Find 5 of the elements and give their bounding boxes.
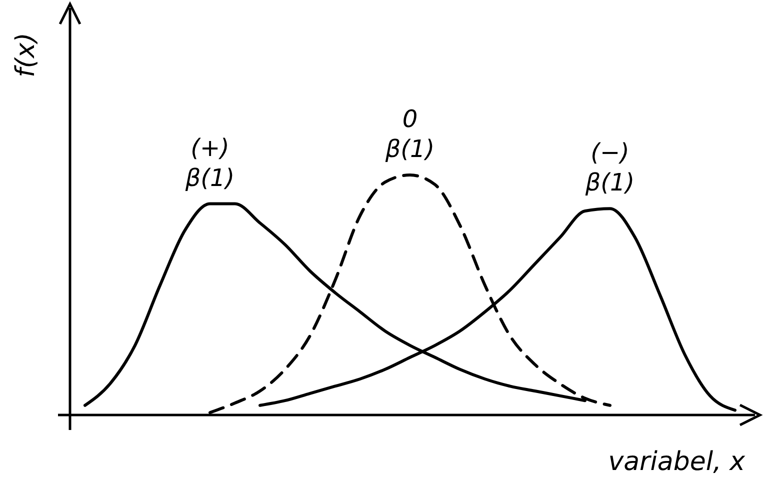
y-axis-title: f(x) <box>11 32 41 78</box>
x-axis-title: variabel, x <box>608 447 746 477</box>
series-label: (−) β(1) <box>584 138 635 197</box>
series-label: (+) β(1) <box>184 134 235 192</box>
series-label: 0 β(1) <box>384 105 435 163</box>
